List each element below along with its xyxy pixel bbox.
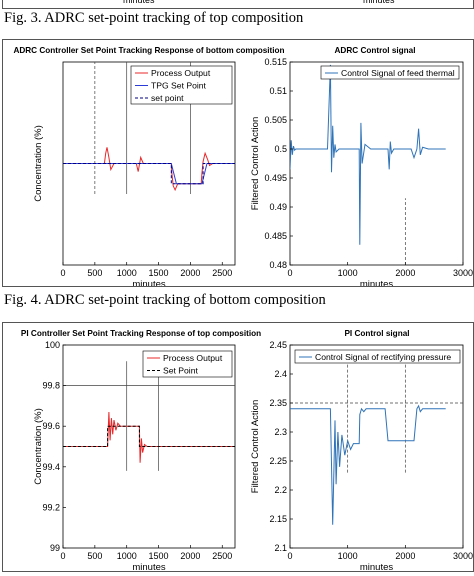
adrc-bottom-control-xtick-label-2: 2000: [395, 268, 415, 278]
adrc-bottom-control-plot-layer: [290, 64, 446, 265]
adrc-bottom-response-legend-label-2: set point: [151, 93, 184, 103]
pi-top-control-plot-area: [289, 344, 464, 549]
adrc-bottom-response-legend-label-0: Process Output: [151, 68, 211, 78]
pi-top-control-ylabel: Filtered Control Action: [250, 400, 261, 493]
previous-xlabel-left: minutes: [123, 0, 155, 5]
adrc-bottom-control-xtick-label-1: 1000: [338, 268, 358, 278]
adrc-bottom-control-ytick-label-2: 0.49: [269, 202, 287, 212]
pi-top-control-ytick-label-7: 2.45: [269, 340, 287, 350]
adrc-bottom-control-ytick-label-5: 0.505: [264, 115, 287, 125]
adrc-bottom-control-ytick-label-7: 0.515: [264, 57, 287, 67]
adrc-bottom-response-series-line-2: [63, 163, 235, 185]
pi-top-control-legend-box: [294, 349, 461, 364]
adrc-bottom-control-ytick-label-6: 0.51: [269, 86, 287, 96]
previous-figure-strip: minutes minutes: [2, 0, 474, 9]
pi-top-control-chart: PI Control signal 0 1000 2000 3000 2.1 2.15 2.2…: [250, 329, 473, 573]
pi-top-response-ytick-label-2: 99.4: [42, 462, 60, 472]
adrc-bottom-control-xtick-label-0: 0: [287, 268, 292, 278]
pi-top-response-chart: PI Controller Set Point Tracking Respons…: [21, 329, 261, 573]
pi-top-control-legend-label-0: Control Signal of rectifying pressure: [315, 352, 451, 362]
pi-top-response-plot-layer: [63, 361, 235, 471]
pi-top-control-xtick-label-0: 0: [287, 551, 292, 561]
adrc-bottom-control-legend: Control Signal of feed thermal: [320, 65, 460, 80]
pi-top-response-series-line-0: [63, 411, 235, 463]
adrc-bottom-response-title: ADRC Controller Set Point Tracking Respo…: [13, 46, 284, 55]
adrc-bottom-control-legend-box: [320, 65, 460, 80]
adrc-bottom-response-xtick-label-1: 500: [87, 268, 102, 278]
pi-top-response-ytick-label-3: 99.6: [42, 421, 60, 431]
pi-top-control-title: PI Control signal: [344, 329, 409, 338]
adrc-figure-panel: ADRC Controller Set Point Tracking Respo…: [2, 39, 474, 290]
figure-4-caption: Fig. 4. ADRC set-point tracking of botto…: [4, 292, 326, 308]
adrc-bottom-control-xtick-label-3: 3000: [453, 268, 473, 278]
pi-top-control-ytick-label-1: 2.15: [269, 514, 287, 524]
adrc-figure-svg: ADRC Controller Set Point Tracking Respo…: [13, 46, 473, 290]
pi-top-control-xtick-label-2: 2000: [395, 551, 415, 561]
pi-top-response-ytick-label-4: 99.8: [42, 381, 60, 391]
pi-top-response-xtick-label-2: 1000: [117, 551, 137, 561]
adrc-bottom-control-chart: ADRC Control signal 0 1000 2000 3000 0.48 0.48…: [250, 46, 473, 290]
previous-xlabel-right: minutes: [363, 0, 395, 5]
pi-top-response-ytick-label-1: 99.2: [42, 502, 60, 512]
pi-top-response-ytick-label-5: 100: [45, 340, 60, 350]
pi-top-response-legend-label-0: Process Output: [163, 353, 223, 363]
adrc-bottom-response-xtick-label-5: 2500: [212, 268, 232, 278]
pi-top-response-ylabel: Concentration (%): [33, 408, 44, 485]
adrc-bottom-response-ylabel: Concentration (%): [33, 125, 44, 202]
adrc-bottom-response-xtick-label-3: 1500: [149, 268, 169, 278]
pi-top-control-plot-layer: [290, 350, 463, 525]
pi-top-response-ytick-label-0: 99: [50, 543, 60, 553]
pi-top-control-xlabel: minutes: [360, 562, 394, 571]
pi-top-response-xtick-label-0: 0: [60, 551, 65, 561]
pi-top-control-xtick-label-1: 1000: [338, 551, 358, 561]
adrc-bottom-control-xlabel: minutes: [360, 279, 394, 286]
adrc-bottom-response-xtick-label-4: 2000: [180, 268, 200, 278]
pi-top-response-legend: Process Output Set Point: [142, 350, 233, 378]
adrc-bottom-control-ytick-label-4: 0.5: [274, 144, 287, 154]
adrc-bottom-response-xlabel: minutes: [132, 279, 166, 286]
pi-figure-panel: PI Controller Set Point Tracking Respons…: [2, 322, 474, 573]
pi-top-response-legend-box: [142, 350, 233, 378]
pi-top-control-ytick-label-5: 2.35: [269, 398, 287, 408]
adrc-bottom-control-plot-area: [289, 61, 464, 266]
figure-3-caption: Fig. 3. ADRC set-point tracking of top c…: [4, 10, 304, 26]
pi-top-control-ytick-label-2: 2.2: [274, 485, 287, 495]
adrc-bottom-response-chart: ADRC Controller Set Point Tracking Respo…: [13, 46, 284, 290]
pi-top-control-legend: Control Signal of rectifying pressure: [294, 349, 461, 364]
adrc-bottom-response-xtick-label-2: 1000: [117, 268, 137, 278]
adrc-bottom-response-legend-label-1: TPG Set Point: [151, 81, 207, 91]
pi-figure-svg: PI Controller Set Point Tracking Respons…: [21, 329, 473, 573]
adrc-bottom-control-series-line-0: [290, 64, 446, 245]
pi-top-response-xtick-label-3: 1500: [149, 551, 169, 561]
pi-top-control-xtick-label-3: 3000: [453, 551, 473, 561]
pi-top-control-series-line-0: [290, 404, 446, 525]
pi-top-control-ytick-label-3: 2.25: [269, 456, 287, 466]
adrc-bottom-response-legend: Process Output TPG Set Point set point: [130, 65, 233, 105]
pi-top-control-ytick-label-4: 2.3: [274, 427, 287, 437]
adrc-bottom-response-plot-layer: [63, 62, 235, 194]
pi-top-response-title: PI Controller Set Point Tracking Respons…: [21, 329, 261, 338]
pi-top-response-series-line-1: [63, 425, 235, 447]
pi-top-response-xlabel: minutes: [132, 562, 166, 571]
pi-top-control-ytick-label-6: 2.4: [274, 369, 287, 379]
pi-top-control-ytick-label-0: 2.1: [274, 543, 287, 553]
adrc-bottom-control-title: ADRC Control signal: [335, 46, 416, 55]
pi-top-response-legend-label-1: Set Point: [163, 366, 198, 376]
adrc-bottom-control-ylabel: Filtered Control Action: [250, 117, 261, 210]
pi-top-response-xtick-label-4: 2000: [180, 551, 200, 561]
adrc-bottom-response-xtick-label-0: 0: [60, 268, 65, 278]
pi-top-response-xtick-label-1: 500: [87, 551, 102, 561]
pi-top-response-xtick-label-5: 2500: [212, 551, 232, 561]
adrc-bottom-control-ytick-label-1: 0.485: [264, 231, 287, 241]
adrc-bottom-control-ytick-label-3: 0.495: [264, 173, 287, 183]
adrc-bottom-control-ytick-label-0: 0.48: [269, 260, 287, 270]
adrc-bottom-control-legend-label-0: Control Signal of feed thermal: [341, 68, 455, 78]
